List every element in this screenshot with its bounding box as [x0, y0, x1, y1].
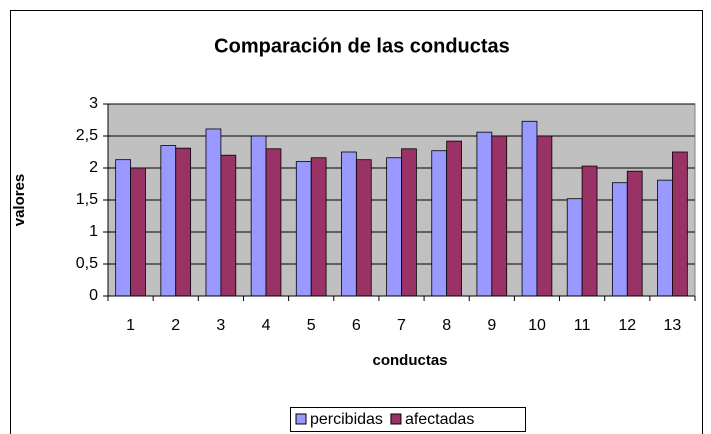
x-tick-label: 5: [307, 317, 316, 334]
y-axis-title: valores: [11, 174, 28, 227]
x-tick-label: 10: [528, 317, 546, 334]
bar: [566, 198, 583, 297]
bar: [672, 151, 688, 297]
bar: [160, 145, 177, 297]
bar: [295, 161, 312, 297]
x-tick-label: 6: [352, 317, 361, 334]
bar: [115, 159, 131, 297]
x-tick-label: 13: [664, 317, 682, 334]
y-tick-label: 1,5: [76, 191, 98, 208]
x-tick-label: 3: [216, 317, 225, 334]
x-tick-label: 8: [442, 317, 451, 334]
legend-label: percibidas: [310, 411, 383, 428]
bar: [386, 157, 402, 297]
bar: [626, 170, 643, 297]
bar: [130, 167, 146, 297]
bar: [611, 182, 628, 297]
bar: [401, 148, 417, 297]
x-tick-label: 12: [618, 317, 636, 334]
bar: [265, 148, 282, 297]
bar: [491, 135, 508, 297]
x-axis-title: conductas: [372, 352, 447, 369]
bar: [175, 147, 192, 297]
y-tick-label: 0,5: [76, 255, 98, 272]
bar: [250, 135, 267, 297]
x-tick-label: 2: [171, 317, 180, 334]
bar: [521, 120, 538, 297]
bar: [446, 140, 462, 297]
bar: [536, 135, 553, 297]
legend-swatch: [295, 413, 307, 425]
legend-box: [290, 407, 526, 432]
bar: [205, 128, 222, 297]
bar: [341, 151, 357, 297]
y-tick-label: 0: [89, 287, 98, 304]
chart-title: Comparación de las conductas: [214, 35, 510, 57]
x-tick-label: 7: [397, 317, 406, 334]
x-tick-label: 4: [262, 317, 271, 334]
bar: [310, 157, 327, 297]
legend-swatch: [390, 413, 402, 425]
x-tick-label: 11: [574, 317, 591, 334]
bar: [355, 159, 372, 297]
bar: [657, 179, 673, 297]
bar: [476, 131, 493, 297]
x-tick-label: 1: [126, 317, 135, 334]
bar: [431, 150, 448, 297]
bar: [220, 154, 237, 297]
legend-label: afectadas: [405, 411, 474, 428]
y-tick-label: 2,5: [76, 127, 98, 144]
x-tick-label: 9: [487, 317, 496, 334]
y-tick-label: 2: [89, 159, 98, 176]
bar: [581, 165, 598, 297]
y-tick-label: 3: [89, 95, 98, 112]
y-tick-label: 1: [89, 223, 98, 240]
